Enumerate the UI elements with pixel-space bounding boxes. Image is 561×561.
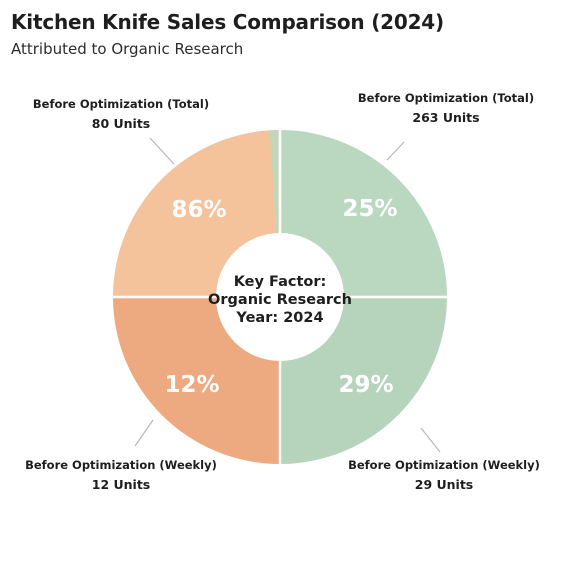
donut-slice <box>113 130 280 297</box>
donut-slice <box>113 297 280 464</box>
slice-units-label: 80 Units <box>92 116 151 131</box>
slice-name-label: Before Optimization (Weekly) <box>348 458 540 472</box>
slice-units-label: 29 Units <box>415 477 474 492</box>
leader-line <box>386 141 405 161</box>
percent-label: 86% <box>171 197 226 223</box>
percent-label: 25% <box>342 196 397 222</box>
leader-lines <box>134 137 441 453</box>
percent-labels: 25% 29% 12% 86% <box>164 196 397 398</box>
leader-line <box>420 427 441 453</box>
slice-units-label: 12 Units <box>92 477 151 492</box>
center-label-line3: Year: 2024 <box>235 310 323 326</box>
center-label-line1: Key Factor: <box>234 274 327 290</box>
leader-line <box>149 137 175 165</box>
slice-name-label: Before Optimization (Total) <box>33 97 209 111</box>
donut-slice <box>280 297 447 464</box>
chart-title: Kitchen Knife Sales Comparison (2024) <box>11 10 444 34</box>
percent-label: 29% <box>338 372 393 398</box>
donut-slices <box>113 130 447 464</box>
chart-subtitle: Attributed to Organic Research <box>11 40 244 58</box>
leader-line <box>134 419 154 447</box>
center-label-line2: Organic Research <box>208 292 352 308</box>
donut-sliver <box>269 130 280 234</box>
donut-slice <box>280 130 447 297</box>
slice-units-label: 263 Units <box>412 110 479 125</box>
slice-name-label: Before Optimization (Weekly) <box>25 458 217 472</box>
center-label: Key Factor: Organic Research Year: 2024 <box>208 274 352 326</box>
slice-labels: Before Optimization (Total) 263 Units Befo… <box>25 91 540 492</box>
slice-name-label: Before Optimization (Total) <box>358 91 534 105</box>
percent-label: 12% <box>164 372 219 398</box>
